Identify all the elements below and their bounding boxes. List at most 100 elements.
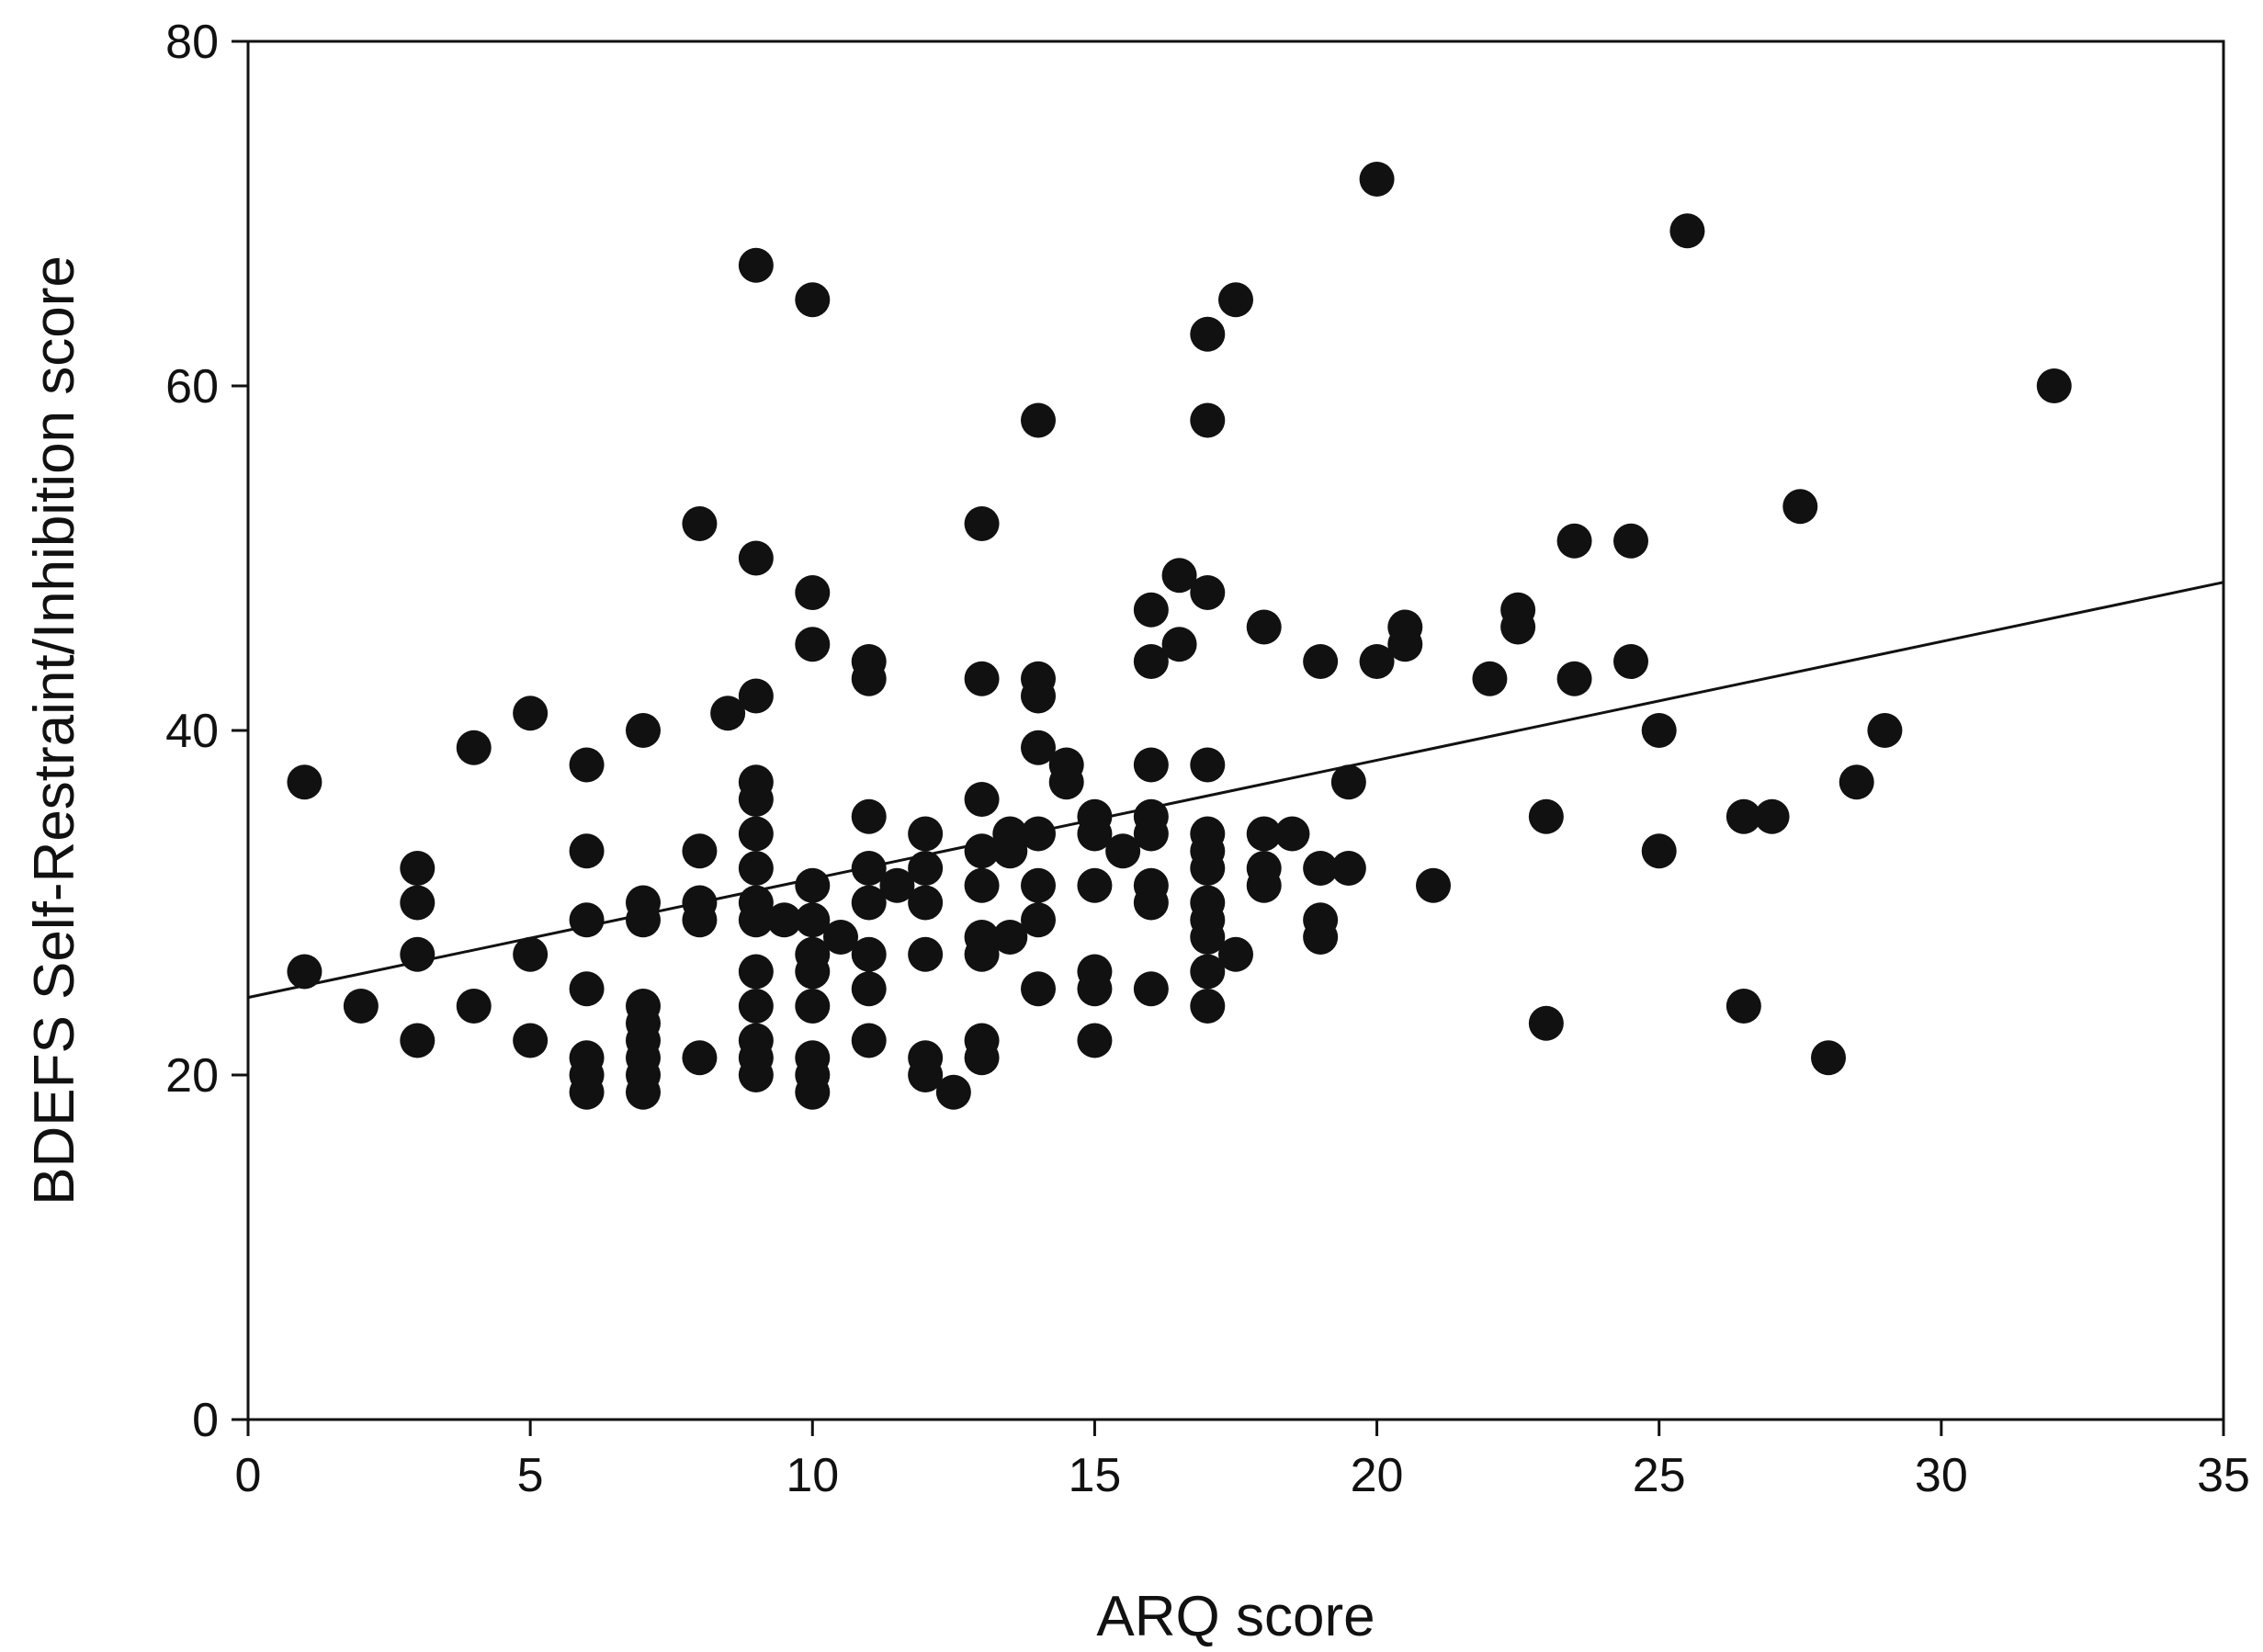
data-point [569, 747, 605, 783]
data-point [682, 1040, 718, 1076]
data-point [879, 867, 915, 903]
data-point [1500, 609, 1536, 645]
data-point [1077, 816, 1113, 852]
data-point [908, 936, 944, 972]
data-point [964, 661, 1000, 696]
data-point [1161, 627, 1197, 662]
data-point [738, 816, 774, 852]
data-point [1105, 833, 1141, 869]
data-point [1190, 402, 1226, 438]
data-point [851, 885, 887, 921]
data-point [1246, 609, 1282, 645]
data-point [1641, 713, 1677, 748]
data-point [908, 1058, 944, 1092]
data-point [795, 575, 831, 610]
data-point [738, 1058, 774, 1092]
data-point [851, 1023, 887, 1058]
data-point [1867, 713, 1903, 748]
data-point [1556, 523, 1592, 559]
data-point [1782, 489, 1818, 525]
y-tick-label: 40 [165, 705, 219, 758]
data-point [1077, 971, 1113, 1007]
data-point [1133, 592, 1169, 628]
data-point [569, 971, 605, 1007]
data-point [964, 936, 1000, 972]
x-tick-label: 30 [1915, 1449, 1968, 1502]
data-point [738, 954, 774, 990]
data-point [1246, 867, 1282, 903]
plot-frame [246, 40, 2225, 1421]
data-point [851, 661, 887, 696]
data-point [1021, 402, 1056, 438]
data-point [626, 902, 661, 938]
data-point [1190, 920, 1226, 955]
data-point [964, 1040, 1000, 1076]
data-point [1133, 816, 1169, 852]
data-point [513, 696, 549, 731]
data-point [1133, 644, 1169, 679]
data-point [1077, 867, 1113, 903]
data-points [287, 162, 2072, 1110]
data-point [1190, 575, 1226, 610]
data-point [795, 989, 831, 1024]
data-point [1669, 213, 1705, 249]
data-point [851, 798, 887, 834]
data-point [1246, 816, 1282, 852]
x-tick-label: 10 [786, 1449, 839, 1502]
data-point [1021, 902, 1056, 938]
data-point [569, 902, 605, 938]
data-point [1303, 851, 1339, 886]
data-point [1641, 833, 1677, 869]
data-point [738, 902, 774, 938]
data-point [1359, 162, 1395, 197]
data-point [1021, 867, 1056, 903]
data-point [1839, 764, 1874, 800]
y-tick-label: 80 [165, 16, 219, 69]
data-point [682, 506, 718, 541]
data-point [400, 1023, 436, 1058]
data-point [992, 833, 1028, 869]
data-point [400, 851, 436, 886]
data-point [1190, 316, 1226, 352]
data-point [456, 989, 492, 1024]
data-point [964, 867, 1000, 903]
data-point [569, 833, 605, 869]
data-point [738, 851, 774, 886]
data-point [1021, 678, 1056, 714]
data-point [626, 713, 661, 748]
data-point [682, 902, 718, 938]
data-point [1811, 1040, 1846, 1076]
data-point [795, 954, 831, 990]
data-point [1218, 282, 1253, 318]
data-point [1726, 798, 1761, 834]
data-point [1330, 764, 1366, 800]
data-point [1613, 644, 1648, 679]
data-point [1021, 730, 1056, 765]
data-point [710, 696, 746, 731]
data-point [1190, 989, 1226, 1024]
y-tick-label: 20 [165, 1049, 219, 1103]
data-point [287, 764, 322, 800]
data-point [1133, 885, 1169, 921]
data-point [513, 1023, 549, 1058]
data-point [1387, 627, 1423, 662]
data-point [1274, 816, 1310, 852]
data-point [738, 989, 774, 1024]
data-point [1133, 971, 1169, 1007]
data-point [1077, 1023, 1113, 1058]
x-tick-label: 0 [235, 1449, 262, 1502]
data-point [935, 1074, 971, 1110]
data-point [287, 954, 322, 990]
data-point [456, 730, 492, 765]
data-point [738, 247, 774, 283]
data-point [738, 678, 774, 714]
data-point [738, 782, 774, 817]
data-point [992, 920, 1028, 955]
data-point [1161, 558, 1197, 594]
data-point [964, 782, 1000, 817]
data-point [766, 902, 802, 938]
data-point [795, 1074, 831, 1110]
data-point [1190, 954, 1226, 990]
data-point [908, 816, 944, 852]
data-point [1048, 764, 1084, 800]
